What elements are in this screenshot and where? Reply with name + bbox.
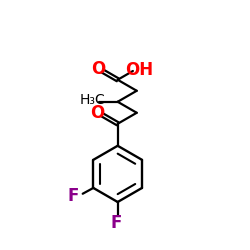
Text: F: F (111, 214, 122, 232)
Text: F: F (67, 187, 78, 205)
Text: O: O (91, 60, 105, 78)
Text: H₃C: H₃C (79, 93, 105, 107)
Text: O: O (90, 104, 104, 122)
Text: OH: OH (125, 61, 153, 79)
